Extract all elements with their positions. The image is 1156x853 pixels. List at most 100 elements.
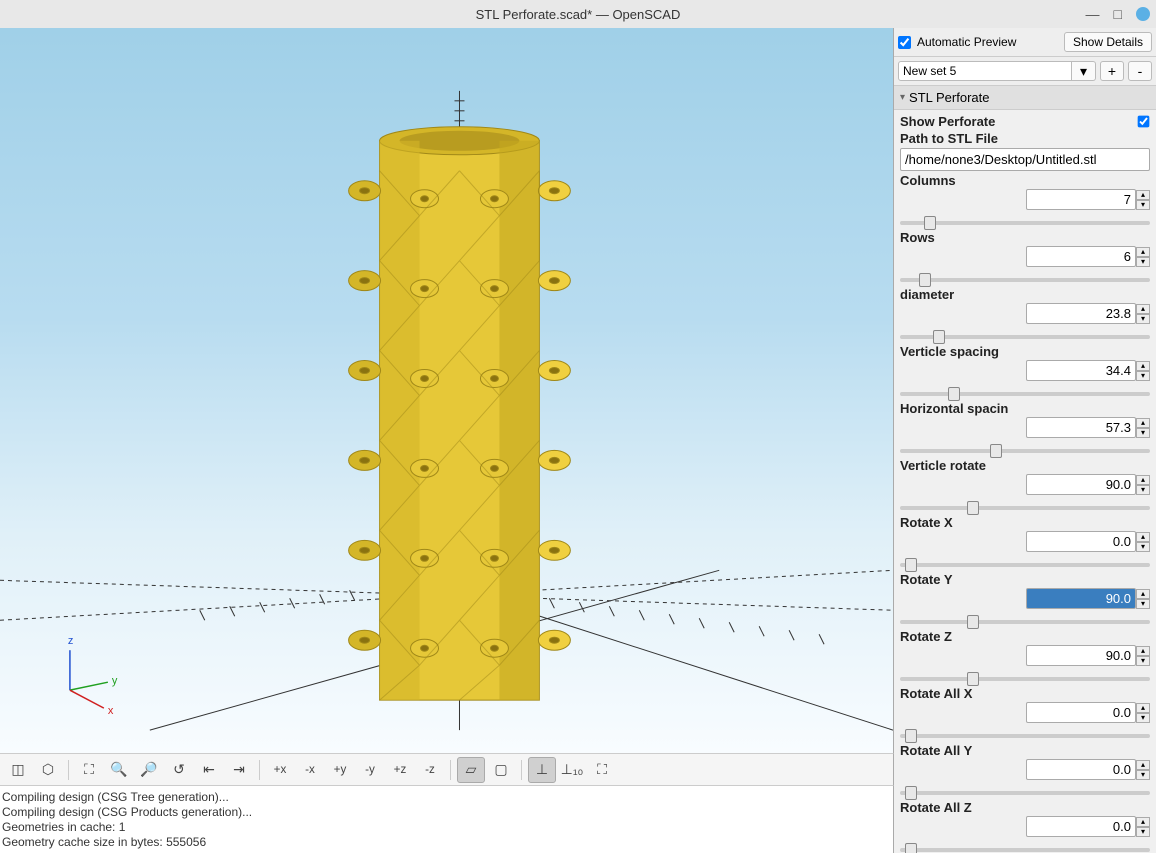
param-label: Horizontal spacin xyxy=(900,401,1008,416)
rotallx-slider[interactable] xyxy=(900,734,1150,738)
rows-input[interactable] xyxy=(1026,246,1136,267)
preset-dropdown-icon[interactable]: ▾ xyxy=(1072,61,1096,81)
show-edges-icon[interactable]: ⛶ xyxy=(588,757,616,783)
spin-up-icon[interactable]: ▴ xyxy=(1136,418,1150,428)
rows-slider[interactable] xyxy=(900,278,1150,282)
render-icon[interactable]: ⬡ xyxy=(34,757,62,783)
axis-py-icon[interactable]: +y xyxy=(326,757,354,783)
rotallz-slider[interactable] xyxy=(900,848,1150,852)
axis-px-icon[interactable]: +x xyxy=(266,757,294,783)
columns-input[interactable] xyxy=(1026,189,1136,210)
param-label: Rotate Y xyxy=(900,572,953,587)
customizer-panel: Automatic Preview Show Details ▾ + - ▾ S… xyxy=(894,28,1156,853)
rotz-input[interactable] xyxy=(1026,645,1136,666)
stl-path-input[interactable] xyxy=(900,148,1150,171)
spin-up-icon[interactable]: ▴ xyxy=(1136,190,1150,200)
hspacing-input[interactable] xyxy=(1026,417,1136,438)
param-label: Rotate X xyxy=(900,515,953,530)
console-line: Geometries in cache: 1 xyxy=(2,820,891,835)
param-label: Show Perforate xyxy=(900,114,995,129)
preview-icon[interactable]: ◫ xyxy=(4,757,32,783)
show-scale-icon[interactable]: ⊥₁₀ xyxy=(558,757,586,783)
viewport-3d[interactable]: z y x xyxy=(0,28,894,753)
window-title: STL Perforate.scad* — OpenSCAD xyxy=(476,7,681,22)
spin-down-icon[interactable]: ▾ xyxy=(1136,428,1150,438)
spin-down-icon[interactable]: ▾ xyxy=(1136,713,1150,723)
spin-up-icon[interactable]: ▴ xyxy=(1136,247,1150,257)
rotz-slider[interactable] xyxy=(900,677,1150,681)
auto-preview-checkbox[interactable] xyxy=(898,36,911,49)
view-top-icon[interactable]: ⇥ xyxy=(225,757,253,783)
show-perforate-checkbox[interactable] xyxy=(1138,116,1150,128)
param-label: Columns xyxy=(900,173,956,188)
close-icon[interactable] xyxy=(1136,7,1150,21)
view-all-icon[interactable]: ⛶ xyxy=(75,757,103,783)
roty-slider[interactable] xyxy=(900,620,1150,624)
zoom-in-icon[interactable]: 🔍 xyxy=(105,757,133,783)
minimize-icon[interactable]: — xyxy=(1086,6,1100,22)
axis-nz-icon[interactable]: -z xyxy=(416,757,444,783)
console-line: Geometry cache size in bytes: 555056 xyxy=(2,835,891,850)
spin-up-icon[interactable]: ▴ xyxy=(1136,532,1150,542)
spin-down-icon[interactable]: ▾ xyxy=(1136,827,1150,837)
spin-up-icon[interactable]: ▴ xyxy=(1136,646,1150,656)
spin-down-icon[interactable]: ▾ xyxy=(1136,656,1150,666)
spin-down-icon[interactable]: ▾ xyxy=(1136,599,1150,609)
orthogonal-icon[interactable]: ▢ xyxy=(487,757,515,783)
spin-up-icon[interactable]: ▴ xyxy=(1136,589,1150,599)
vspacing-slider[interactable] xyxy=(900,392,1150,396)
rotallz-input[interactable] xyxy=(1026,816,1136,837)
rotallx-input[interactable] xyxy=(1026,702,1136,723)
param-label: Rotate All Z xyxy=(900,800,972,815)
param-label: Verticle spacing xyxy=(900,344,999,359)
spin-down-icon[interactable]: ▾ xyxy=(1136,485,1150,495)
param-label: diameter xyxy=(900,287,954,302)
vrotate-slider[interactable] xyxy=(900,506,1150,510)
axis-nx-icon[interactable]: -x xyxy=(296,757,324,783)
show-details-button[interactable]: Show Details xyxy=(1064,32,1152,52)
preset-select[interactable] xyxy=(898,61,1072,81)
svg-text:x: x xyxy=(108,705,114,717)
rotx-slider[interactable] xyxy=(900,563,1150,567)
spin-up-icon[interactable]: ▴ xyxy=(1136,475,1150,485)
spin-up-icon[interactable]: ▴ xyxy=(1136,760,1150,770)
rotally-input[interactable] xyxy=(1026,759,1136,780)
spin-down-icon[interactable]: ▾ xyxy=(1136,314,1150,324)
console-line: Compiling design (CSG Products generatio… xyxy=(2,805,891,820)
rotx-input[interactable] xyxy=(1026,531,1136,552)
param-label: Path to STL File xyxy=(900,131,998,146)
hspacing-slider[interactable] xyxy=(900,449,1150,453)
columns-slider[interactable] xyxy=(900,221,1150,225)
spin-up-icon[interactable]: ▴ xyxy=(1136,703,1150,713)
axis-ny-icon[interactable]: -y xyxy=(356,757,384,783)
spin-down-icon[interactable]: ▾ xyxy=(1136,200,1150,210)
maximize-icon[interactable]: □ xyxy=(1114,6,1122,22)
spin-down-icon[interactable]: ▾ xyxy=(1136,257,1150,267)
add-preset-button[interactable]: + xyxy=(1100,61,1124,81)
spin-down-icon[interactable]: ▾ xyxy=(1136,770,1150,780)
diameter-slider[interactable] xyxy=(900,335,1150,339)
zoom-out-icon[interactable]: 🔎 xyxy=(135,757,163,783)
axis-pz-icon[interactable]: +z xyxy=(386,757,414,783)
spin-up-icon[interactable]: ▴ xyxy=(1136,304,1150,314)
show-axes-icon[interactable]: ⊥ xyxy=(528,757,556,783)
rotally-slider[interactable] xyxy=(900,791,1150,795)
spin-up-icon[interactable]: ▴ xyxy=(1136,817,1150,827)
param-label: Rotate Z xyxy=(900,629,952,644)
console: Compiling design (CSG Tree generation)..… xyxy=(0,785,894,853)
roty-input[interactable] xyxy=(1026,588,1136,609)
remove-preset-button[interactable]: - xyxy=(1128,61,1152,81)
auto-preview-label: Automatic Preview xyxy=(917,35,1016,49)
vspacing-input[interactable] xyxy=(1026,360,1136,381)
param-label: Rows xyxy=(900,230,935,245)
diameter-input[interactable] xyxy=(1026,303,1136,324)
svg-text:z: z xyxy=(68,635,73,647)
spin-up-icon[interactable]: ▴ xyxy=(1136,361,1150,371)
view-right-icon[interactable]: ⇤ xyxy=(195,757,223,783)
spin-down-icon[interactable]: ▾ xyxy=(1136,371,1150,381)
vrotate-input[interactable] xyxy=(1026,474,1136,495)
spin-down-icon[interactable]: ▾ xyxy=(1136,542,1150,552)
perspective-icon[interactable]: ▱ xyxy=(457,757,485,783)
reset-view-icon[interactable]: ↺ xyxy=(165,757,193,783)
section-header[interactable]: ▾ STL Perforate xyxy=(894,86,1156,110)
